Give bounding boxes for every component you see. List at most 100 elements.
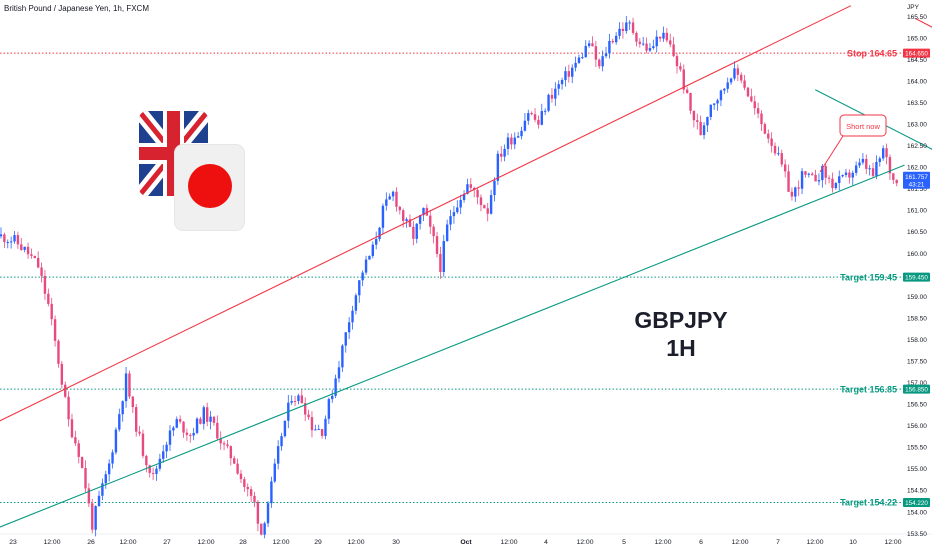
level-badge-text-3: 154.220: [905, 500, 928, 507]
candle-body: [648, 48, 652, 51]
candle-body: [0, 234, 3, 237]
x-tick-label: 12:00: [884, 539, 901, 546]
candle-body: [175, 419, 178, 428]
candle-body: [320, 428, 324, 436]
candle-body: [665, 32, 669, 41]
candle-body: [638, 41, 642, 44]
candle-body: [385, 199, 388, 206]
trend-line-1: [0, 164, 905, 528]
candle-body: [868, 168, 871, 170]
candle-body: [293, 401, 297, 403]
candle-body: [770, 138, 773, 146]
candle-body: [432, 226, 435, 237]
candle-body: [719, 90, 723, 101]
candle-body: [70, 419, 74, 438]
candle-body: [756, 108, 760, 114]
level-label-2: Target 156.85: [840, 384, 897, 394]
short-now-callout-pointer: [819, 135, 844, 173]
candle-body: [101, 483, 104, 496]
candle-body: [327, 399, 331, 419]
y-tick-label: 155.50: [907, 445, 927, 452]
candle-body: [783, 164, 787, 172]
x-tick-label: 12:00: [576, 539, 593, 546]
y-tick-label: 159.00: [907, 294, 927, 301]
chart-subtitle: 1H: [666, 335, 696, 361]
x-tick-label: 29: [314, 539, 322, 546]
candle-body: [709, 104, 712, 117]
candle-body: [702, 125, 706, 136]
candle-body: [189, 434, 192, 436]
candle-body: [104, 474, 107, 484]
x-tick-label: 10: [849, 539, 857, 546]
x-tick-label: 12:00: [731, 539, 748, 546]
candle-body: [564, 71, 567, 80]
y-tick-label: 161.00: [907, 208, 927, 215]
x-tick-label: 12:00: [654, 539, 671, 546]
level-badge-text-2: 156.850: [905, 386, 928, 393]
currency-label: JPY: [907, 4, 920, 11]
candle-body: [148, 465, 151, 473]
candle-body: [212, 416, 216, 423]
candle-body: [378, 227, 381, 240]
chart-title: GBPJPY: [634, 307, 728, 333]
candle-body: [716, 100, 719, 104]
x-tick-label: 12:00: [272, 539, 289, 546]
candle-body: [107, 463, 111, 475]
candle-body: [229, 446, 233, 459]
candle-body: [364, 259, 368, 273]
candle-body: [523, 120, 527, 131]
candle-body: [611, 40, 614, 43]
candle-body: [516, 136, 520, 138]
candle-body: [642, 43, 645, 45]
candle-body: [74, 437, 77, 444]
x-tick-label: 4: [544, 539, 548, 546]
y-tick-label: 154.50: [907, 488, 927, 495]
candle-body: [699, 121, 702, 136]
candle-body: [861, 158, 865, 163]
candle-body: [20, 244, 23, 250]
candle-body: [23, 246, 26, 250]
candle-body: [726, 82, 729, 89]
time-axis: 23 12:00 26 12:00 27 12:00 28 12:00 29 12:00 30 Oct…: [9, 539, 902, 546]
candle-body: [131, 396, 135, 408]
candle-body: [848, 172, 851, 178]
candle-body: [418, 215, 422, 224]
candle-body: [871, 168, 875, 176]
candles: [0, 15, 898, 539]
candle-body: [47, 293, 50, 304]
candle-body: [479, 197, 483, 206]
candle-body: [253, 495, 256, 502]
y-tick-label: 157.50: [907, 358, 927, 365]
candle-body: [13, 235, 16, 242]
candle-body: [875, 161, 878, 176]
candle-body: [571, 67, 574, 77]
x-tick-label: 12:00: [500, 539, 517, 546]
candle-body: [729, 78, 733, 83]
candle-body: [689, 92, 692, 111]
candle-body: [557, 84, 560, 89]
candle-body: [158, 458, 162, 469]
candle-body: [276, 446, 280, 464]
candle-body: [337, 367, 341, 379]
x-tick-label: 6: [699, 539, 703, 546]
candle-body: [500, 153, 503, 157]
candle-body: [655, 36, 658, 47]
x-tick-label: 12:00: [43, 539, 60, 546]
candle-body: [412, 226, 415, 239]
candle-body: [841, 174, 844, 177]
y-tick-label: 153.50: [907, 531, 927, 538]
candle-body: [64, 384, 67, 397]
candle-body: [273, 463, 276, 482]
candle-body: [300, 395, 304, 404]
candle-body: [324, 418, 327, 436]
candle-body: [192, 432, 195, 436]
short-now-callout-box: [839, 114, 887, 137]
level-badge-text-1: 159.450: [905, 274, 928, 281]
candle-body: [550, 94, 554, 99]
candle-body: [202, 407, 205, 424]
candle-body: [760, 113, 763, 125]
x-tick-label: 12:00: [347, 539, 364, 546]
candle-body: [165, 444, 168, 452]
candle-body: [408, 219, 412, 227]
